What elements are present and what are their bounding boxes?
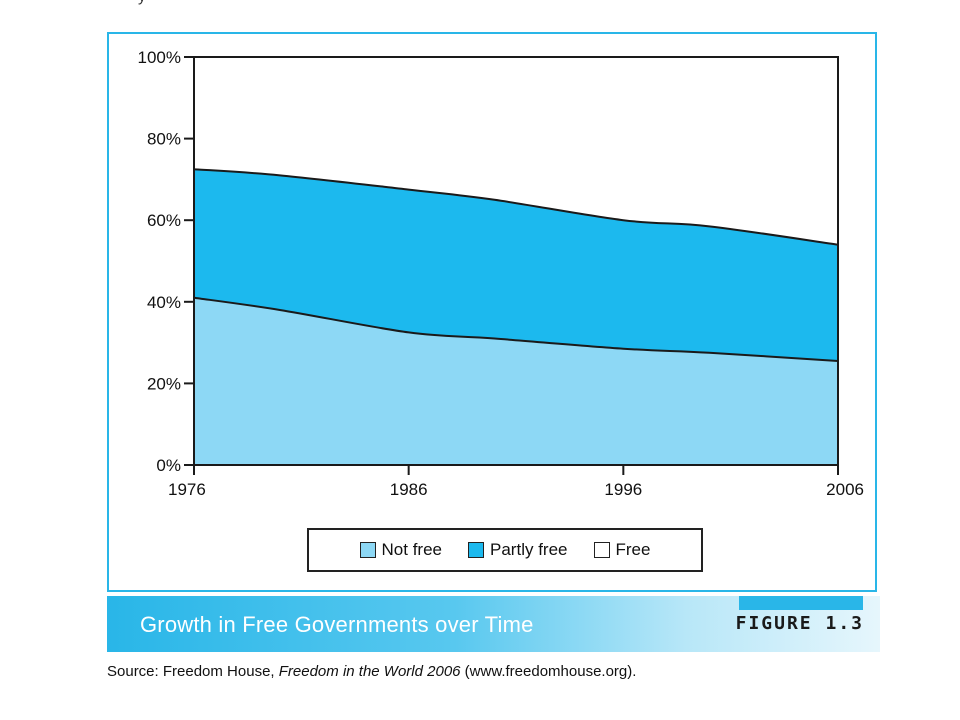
legend-item-partly-free: Partly free bbox=[468, 540, 568, 560]
x-tick-label: 1986 bbox=[390, 480, 428, 499]
x-tick-label: 2006 bbox=[826, 480, 864, 499]
figure-title: Growth in Free Governments over Time bbox=[140, 612, 534, 637]
y-tick-label: 60% bbox=[147, 211, 181, 230]
caption-bar: Growth in Free Governments over Time FIG… bbox=[107, 596, 880, 652]
plot-frame bbox=[193, 56, 839, 466]
area-not-free bbox=[194, 297, 838, 465]
x-tick-label: 1996 bbox=[604, 480, 642, 499]
area-partly-free bbox=[194, 169, 838, 361]
legend-swatch-partly-free bbox=[468, 542, 485, 558]
source-citation: Source: Freedom House, Freedom in the Wo… bbox=[107, 663, 636, 680]
boundary-line-not-free bbox=[193, 296, 839, 362]
legend-label-not-free: Not free bbox=[381, 540, 443, 559]
legend-item-free: Free bbox=[593, 540, 651, 560]
y-tick-label: 20% bbox=[147, 374, 181, 393]
legend-label-free: Free bbox=[615, 540, 651, 559]
figure-number-label: FIGURE 1.3 bbox=[735, 613, 864, 634]
y-tick-label: 100% bbox=[138, 48, 181, 67]
area-free bbox=[194, 57, 838, 245]
legend-label-partly-free: Partly free bbox=[490, 540, 568, 559]
source-suffix: (www.freedomhouse.org). bbox=[460, 663, 637, 680]
figure-tab-accent bbox=[739, 596, 863, 610]
chart-legend: Not free Partly free Free bbox=[307, 528, 703, 572]
legend-swatch-free bbox=[593, 542, 610, 558]
y-tick-label: 40% bbox=[147, 293, 181, 312]
source-prefix: Source: Freedom House, bbox=[107, 663, 279, 680]
boundary-line-partly-free bbox=[193, 168, 839, 246]
y-tick-label: 0% bbox=[156, 456, 181, 475]
legend-item-not-free: Not free bbox=[359, 540, 443, 560]
x-tick-label: 1976 bbox=[168, 480, 206, 499]
top-text-fragment: y bbox=[138, 0, 146, 6]
legend-swatch-not-free bbox=[359, 542, 376, 558]
source-publication: Freedom in the World 2006 bbox=[278, 663, 461, 680]
y-tick-label: 80% bbox=[147, 130, 181, 149]
